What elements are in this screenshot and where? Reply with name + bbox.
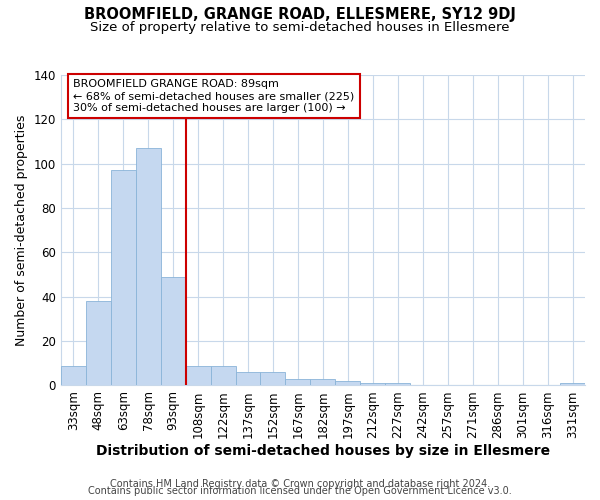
Bar bbox=[136, 148, 161, 386]
Text: BROOMFIELD GRANGE ROAD: 89sqm
← 68% of semi-detached houses are smaller (225)
30: BROOMFIELD GRANGE ROAD: 89sqm ← 68% of s… bbox=[73, 80, 355, 112]
Text: Contains public sector information licensed under the Open Government Licence v3: Contains public sector information licen… bbox=[88, 486, 512, 496]
Bar bbox=[260, 372, 286, 386]
Bar bbox=[286, 379, 310, 386]
Bar bbox=[61, 366, 86, 386]
Bar bbox=[335, 381, 361, 386]
Text: Size of property relative to semi-detached houses in Ellesmere: Size of property relative to semi-detach… bbox=[90, 21, 510, 34]
Text: Contains HM Land Registry data © Crown copyright and database right 2024.: Contains HM Land Registry data © Crown c… bbox=[110, 479, 490, 489]
Bar bbox=[236, 372, 260, 386]
Bar bbox=[185, 366, 211, 386]
Bar bbox=[86, 301, 111, 386]
Bar bbox=[361, 383, 385, 386]
Bar bbox=[310, 379, 335, 386]
Bar bbox=[385, 383, 410, 386]
Bar bbox=[211, 366, 236, 386]
Bar bbox=[111, 170, 136, 386]
Text: BROOMFIELD, GRANGE ROAD, ELLESMERE, SY12 9DJ: BROOMFIELD, GRANGE ROAD, ELLESMERE, SY12… bbox=[84, 8, 516, 22]
Y-axis label: Number of semi-detached properties: Number of semi-detached properties bbox=[15, 114, 28, 346]
X-axis label: Distribution of semi-detached houses by size in Ellesmere: Distribution of semi-detached houses by … bbox=[96, 444, 550, 458]
Bar bbox=[161, 277, 185, 386]
Bar bbox=[560, 383, 585, 386]
